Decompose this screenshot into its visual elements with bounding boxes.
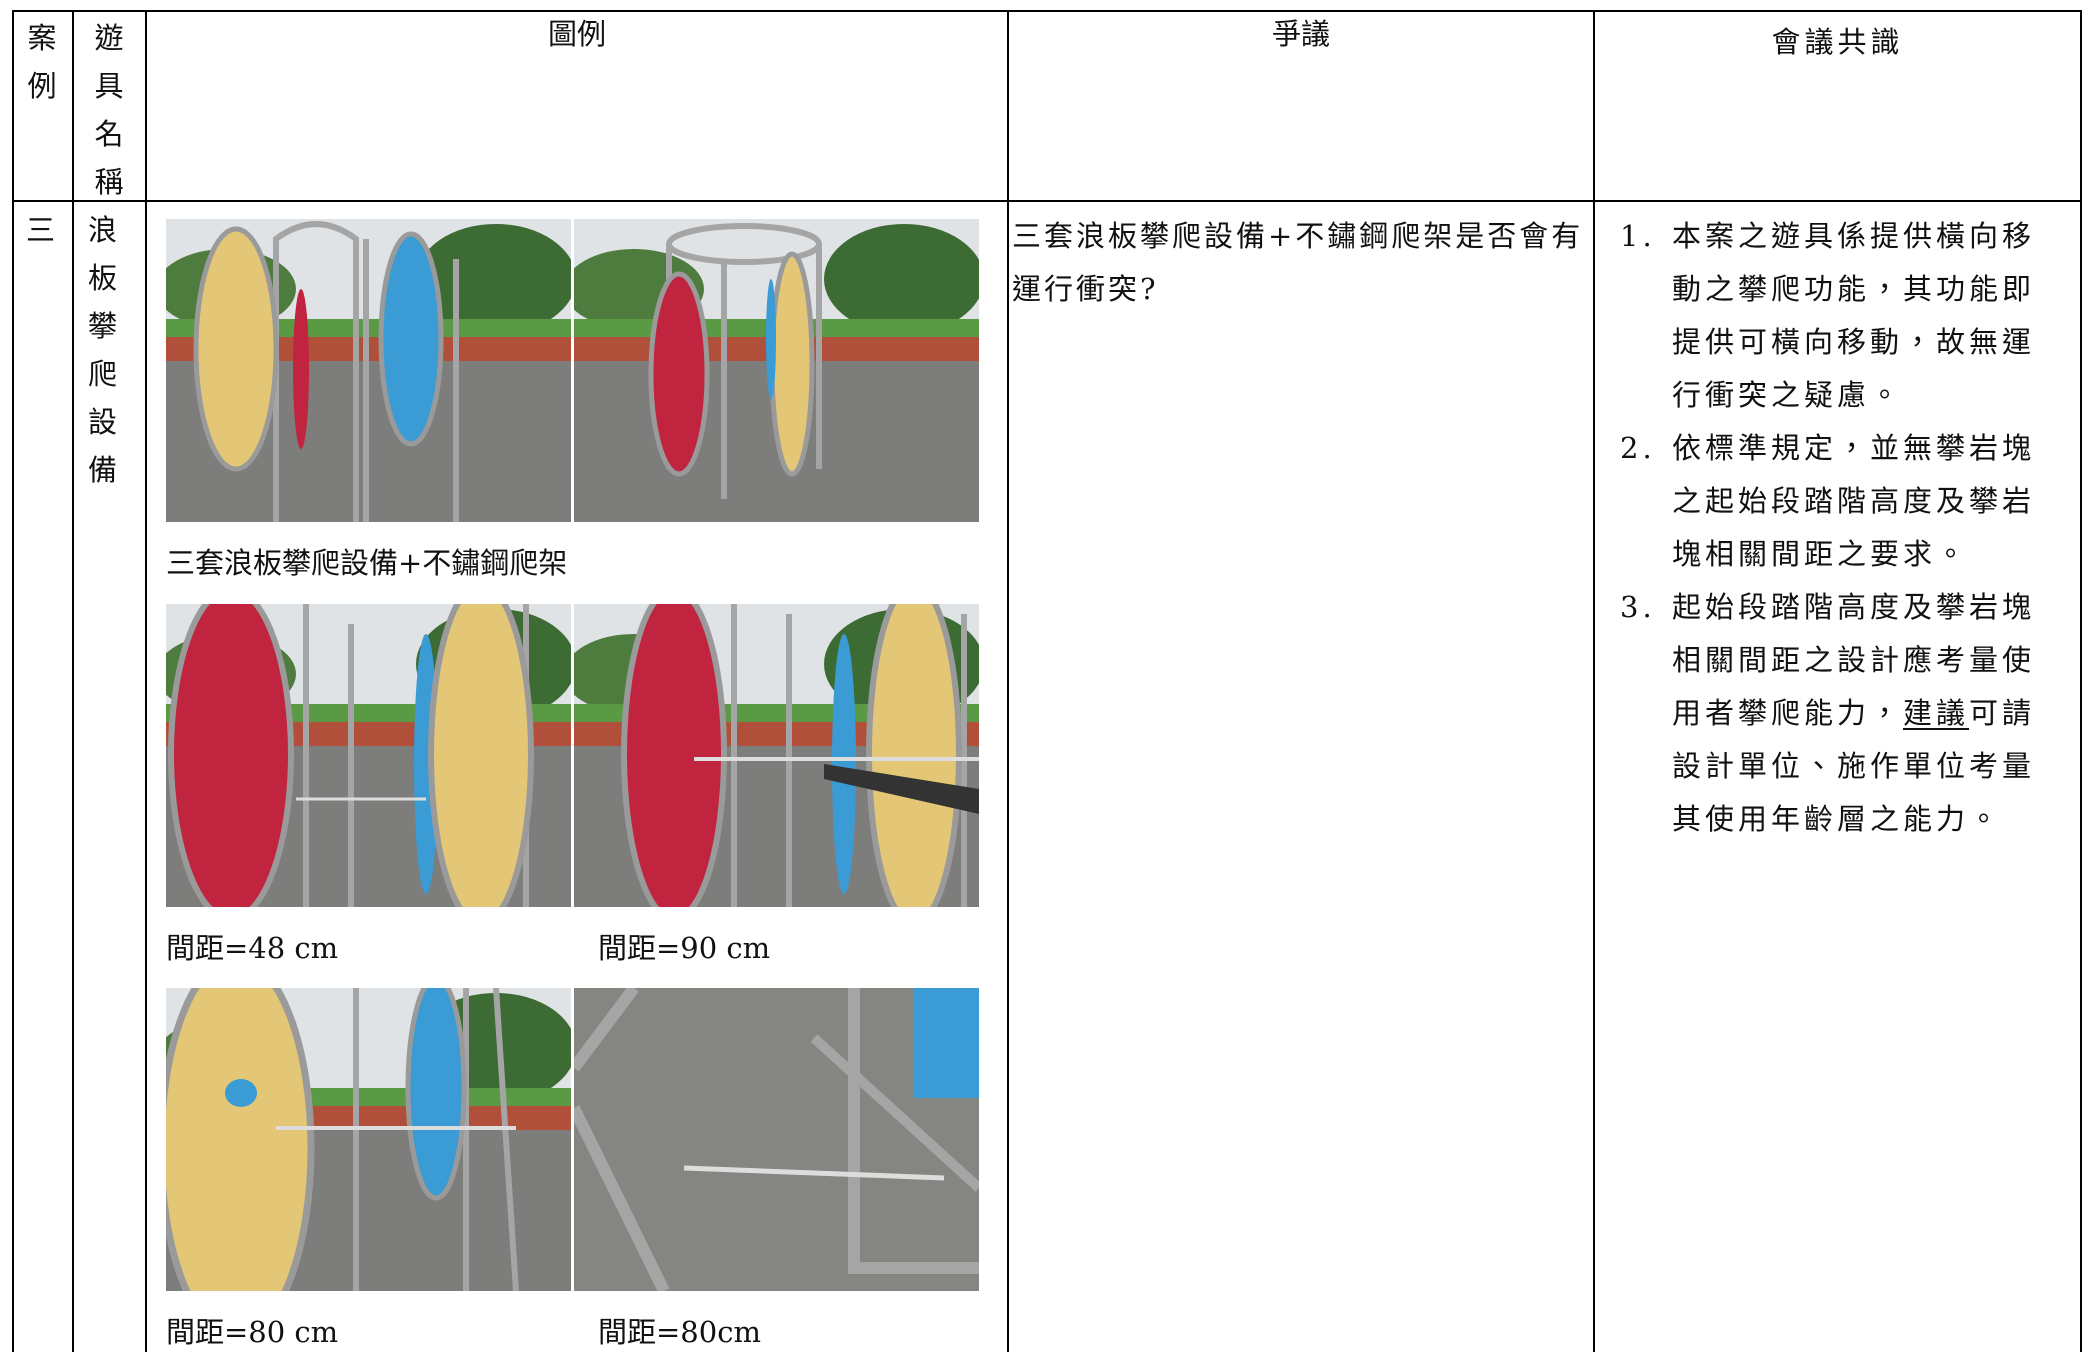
item-text: 本案之遊具係提供橫向移動之攀爬功能，其功能即提供可橫向移動，故無運行衝突之疑慮。: [1672, 219, 2036, 412]
border: [1593, 10, 1595, 1352]
dispute-text: 三套浪板攀爬設備+不鏽鋼爬架是否會有運行衝突?: [1012, 219, 1584, 306]
item-number: 3.: [1620, 590, 1656, 624]
item-text: 起始段踏階高度及攀岩塊相關間距之設計應考量使用者攀爬能力，: [1672, 590, 2036, 730]
measurement-caption: 間距=48 cm: [166, 931, 339, 965]
photo-shape: [293, 289, 309, 449]
border: [72, 10, 74, 1352]
border: [2080, 10, 2082, 1352]
photo-shape: [914, 988, 979, 1098]
photo: [166, 219, 571, 522]
photo-shape: [378, 231, 444, 447]
item-number: 1.: [1620, 219, 1656, 253]
photo: [574, 988, 979, 1291]
item-number: 2.: [1620, 431, 1656, 465]
photo-shape: [866, 604, 962, 907]
photo: [574, 219, 979, 522]
header-consensus: 會議共識: [1771, 25, 1904, 59]
border: [12, 200, 2082, 202]
border: [1007, 10, 1009, 1352]
measurement-caption: 間距=80cm: [598, 1315, 761, 1349]
consensus-item: 1. 本案之遊具係提供橫向移動之攀爬功能，其功能即提供可橫向移動，故無運行衝突之疑…: [1620, 210, 2050, 422]
consensus-item: 3. 起始段踏階高度及攀岩塊相關間距之設計應考量使用者攀爬能力，建議可請設計單位、…: [1620, 581, 2050, 846]
photo: [166, 988, 571, 1291]
measurement-caption: 間距=90 cm: [598, 931, 771, 965]
photo-shape: [824, 764, 979, 814]
item-text: 可請設計單位、施作單位考量其使用年齡層之能力。: [1672, 696, 2036, 836]
border: [12, 10, 14, 1352]
case-number: 三: [26, 213, 56, 247]
photo-shape: [225, 1079, 257, 1107]
header-equipment: 遊具名稱: [94, 21, 124, 199]
border: [145, 10, 147, 1352]
equipment-name: 浪板攀爬設備: [88, 213, 118, 487]
photo: [574, 604, 979, 907]
photo-shape: [353, 988, 519, 1291]
photo-shape: [273, 221, 359, 522]
photo-shape: [621, 604, 727, 907]
photo-shape: [766, 279, 776, 399]
header-dispute: 爭議: [1271, 17, 1330, 51]
photo-shape: [832, 634, 856, 894]
header-figures: 圖例: [547, 17, 606, 51]
photo-shape: [648, 271, 710, 477]
consensus-item: 2. 依標準規定，並無攀岩塊之起始段踏階高度及攀岩塊相關間距之要求。: [1620, 422, 2050, 581]
photo-shape: [810, 1034, 979, 1192]
photo-shape: [363, 239, 459, 522]
photo-shape: [166, 988, 315, 1291]
photo-shape: [769, 251, 815, 477]
header-case: 案例: [27, 21, 57, 103]
photo-shape: [193, 226, 279, 472]
photo-shape: [428, 604, 534, 907]
item-text: 依標準規定，並無攀岩塊之起始段踏階高度及攀岩塊相關間距之要求。: [1672, 431, 2036, 571]
photo-shape: [168, 604, 294, 907]
photo-shape: [574, 988, 979, 1291]
photo-shape: [683, 1165, 945, 1181]
underlined-text: 建議: [1903, 696, 1970, 730]
consensus-list: 1. 本案之遊具係提供橫向移動之攀爬功能，其功能即提供可橫向移動，故無運行衝突之疑…: [1620, 210, 2050, 846]
figure-caption: 三套浪板攀爬設備+不鏽鋼爬架: [166, 546, 568, 580]
measurement-caption: 間距=80 cm: [166, 1315, 339, 1349]
photo: [166, 604, 571, 907]
border: [12, 10, 2082, 12]
photo-shape: [405, 988, 467, 1201]
